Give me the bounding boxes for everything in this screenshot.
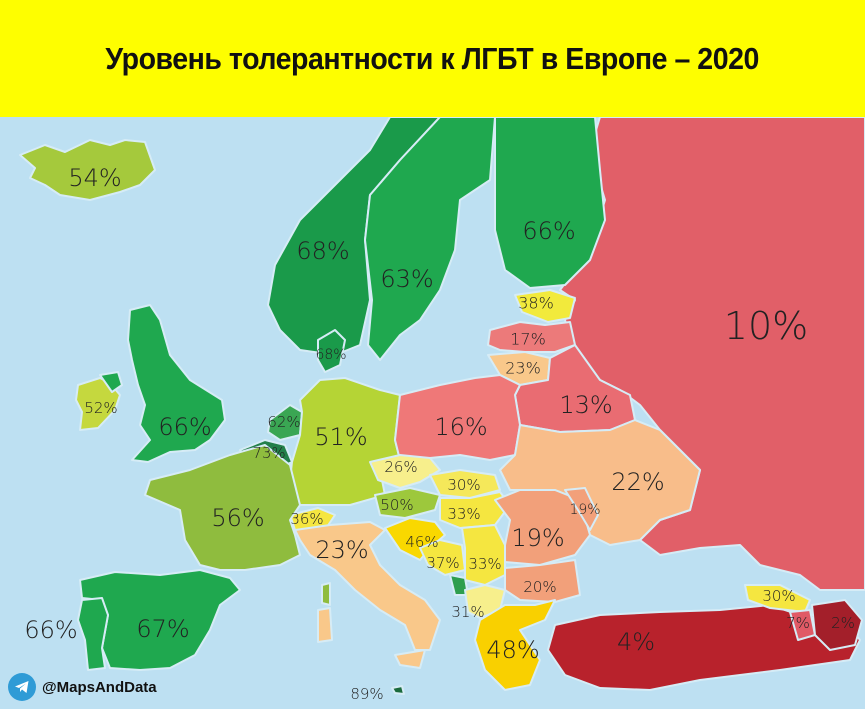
value-label: 68%: [315, 347, 347, 363]
region-malta: [391, 685, 405, 695]
value-label: 66%: [24, 616, 78, 644]
region-sweden: [364, 117, 496, 361]
value-label: 73%: [252, 444, 286, 462]
value-label: 54%: [68, 164, 122, 192]
region-greece: [474, 599, 556, 691]
value-label: 26%: [384, 458, 418, 476]
value-label: 20%: [523, 578, 557, 596]
region-sardinia: [317, 607, 333, 643]
region-austria: [374, 487, 441, 519]
credit: @MapsAndData: [8, 673, 157, 701]
value-label: 52%: [84, 399, 118, 417]
value-label: 56%: [211, 504, 265, 532]
value-label: 66%: [158, 413, 212, 441]
value-label: 22%: [611, 468, 665, 496]
region-bulgaria: [504, 559, 581, 603]
value-label: 68%: [296, 237, 350, 265]
map-title: Уровень толерантности к ЛГБТ в Европе – …: [105, 40, 760, 76]
value-label: 37%: [426, 554, 460, 572]
region-sicily: [394, 649, 426, 669]
region-estonia: [514, 289, 576, 323]
value-label: 38%: [518, 293, 554, 313]
value-label: 10%: [723, 304, 809, 348]
region-switzerland: [289, 507, 336, 531]
title-bar: Уровень толерантности к ЛГБТ в Европе – …: [0, 0, 865, 117]
value-label: 36%: [290, 510, 324, 528]
region-corsica: [321, 582, 331, 606]
value-label: 66%: [522, 217, 576, 245]
value-label: 63%: [380, 265, 434, 293]
region-finland: [494, 117, 606, 289]
value-label: 46%: [405, 533, 439, 551]
europe-map: [19, 117, 865, 695]
value-label: 30%: [447, 476, 481, 494]
region-denmark: [317, 329, 346, 373]
value-label: 13%: [559, 391, 613, 419]
region-latvia: [487, 321, 576, 353]
region-moldova: [564, 487, 599, 531]
value-label: 19%: [511, 524, 565, 552]
credit-handle: @MapsAndData: [42, 678, 157, 696]
region-azerbaijan: [811, 599, 863, 651]
value-label: 31%: [451, 603, 485, 621]
telegram-icon: [8, 673, 36, 701]
value-label: 48%: [486, 636, 540, 664]
region-turkey: [547, 604, 861, 691]
value-label: 33%: [468, 555, 502, 573]
value-label: 50%: [380, 496, 414, 514]
value-label: 33%: [447, 505, 481, 523]
region-romania: [494, 489, 591, 566]
value-label: 2%: [831, 614, 855, 632]
value-label: 23%: [505, 358, 541, 378]
value-label: 23%: [315, 536, 369, 564]
region-uk: [127, 304, 226, 463]
region-portugal: [77, 597, 109, 671]
value-label: 19%: [569, 502, 601, 518]
region-france: [144, 444, 301, 571]
value-label: 7%: [786, 614, 810, 632]
value-label: 67%: [136, 615, 190, 643]
value-label: 89%: [350, 685, 384, 703]
value-label: 16%: [434, 413, 488, 441]
value-label: 51%: [314, 423, 368, 451]
value-label: 62%: [267, 413, 301, 431]
value-label: 30%: [762, 587, 796, 605]
value-label: 17%: [510, 329, 546, 349]
region-iceland: [19, 139, 156, 201]
region-serbia: [461, 524, 506, 586]
value-label: 4%: [616, 628, 656, 656]
region-hungary: [439, 491, 511, 529]
region-northern-ireland: [99, 371, 123, 393]
region-italy: [294, 521, 441, 651]
